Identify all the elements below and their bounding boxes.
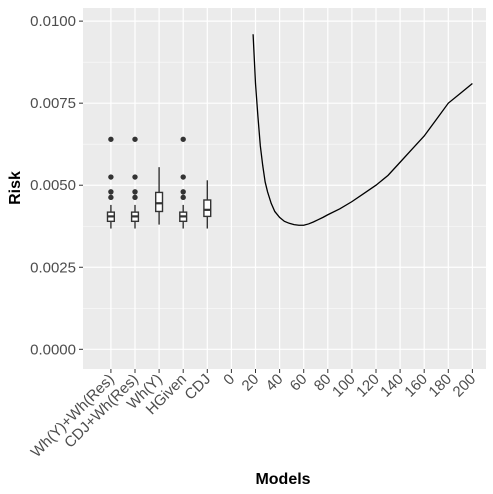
x-tick-label: 40 bbox=[263, 371, 287, 395]
x-tick-label: 200 bbox=[450, 371, 480, 401]
box bbox=[203, 199, 212, 218]
x-tick-label: 180 bbox=[425, 371, 455, 401]
risk-line-layer bbox=[252, 34, 473, 226]
y-tick-label: 0.0075 bbox=[30, 95, 76, 112]
x-axis-title: Models bbox=[255, 471, 310, 488]
outlier-point bbox=[132, 194, 138, 201]
x-tick-label: 60 bbox=[287, 371, 311, 395]
x-tick-label: 120 bbox=[353, 371, 383, 401]
x-tick-label: 20 bbox=[239, 371, 263, 395]
box bbox=[154, 191, 164, 213]
y-tick-label: 0.0100 bbox=[30, 13, 76, 30]
y-tick-label: 0.0025 bbox=[30, 259, 76, 276]
x-tick-label: 0 bbox=[220, 371, 238, 389]
outlier-point bbox=[108, 136, 114, 142]
x-tick-label: CDJ bbox=[181, 371, 214, 404]
outlier-point bbox=[180, 194, 186, 201]
outlier-point bbox=[180, 174, 186, 180]
risk-line bbox=[252, 34, 473, 226]
x-tick-label: 100 bbox=[329, 371, 359, 401]
y-tick-label: 0.0050 bbox=[30, 177, 76, 194]
outlier-point bbox=[132, 189, 138, 195]
outlier-point bbox=[108, 174, 114, 180]
grid bbox=[83, 8, 486, 369]
x-tick-label: 140 bbox=[377, 371, 407, 401]
outlier-point bbox=[132, 136, 138, 142]
y-tick-label: 0.0000 bbox=[30, 341, 76, 358]
plot-panel bbox=[83, 8, 486, 369]
outlier-point bbox=[108, 194, 114, 201]
outlier-point bbox=[180, 136, 186, 142]
y-axis-title: Risk bbox=[7, 171, 24, 205]
boxplots bbox=[106, 136, 212, 229]
x-tick-label: 160 bbox=[401, 371, 431, 401]
outlier-point bbox=[180, 189, 186, 195]
outlier-point bbox=[132, 174, 138, 180]
outlier-point bbox=[108, 189, 114, 195]
